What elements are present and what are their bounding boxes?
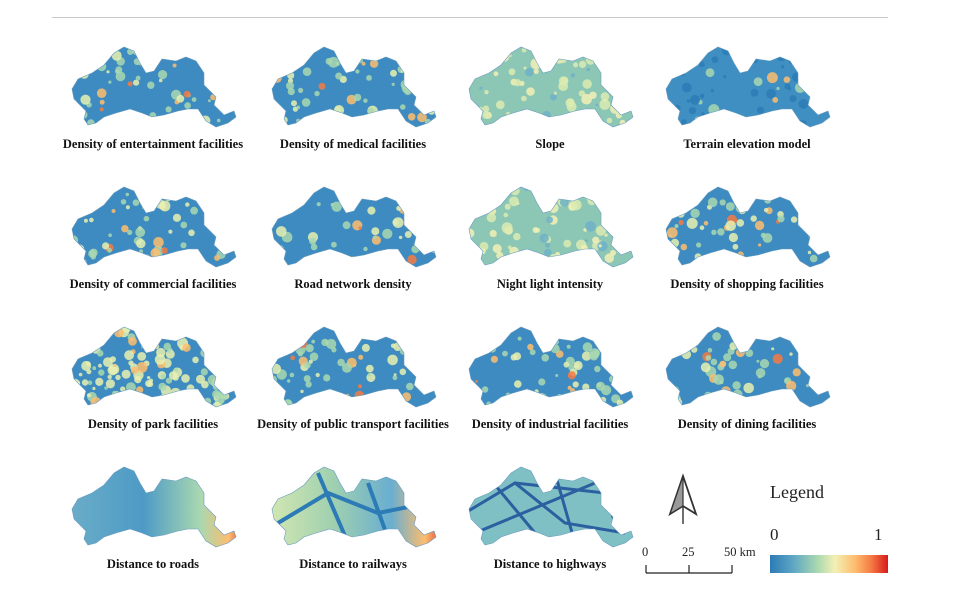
region-map	[71, 466, 237, 548]
map-panel: Distance to highways	[455, 453, 645, 583]
map-caption: Density of public transport facilities	[257, 417, 449, 431]
map-panel: Density of park facilities	[58, 313, 248, 443]
map-caption: Density of entertainment facilities	[62, 137, 244, 151]
region-map	[468, 466, 634, 548]
map-panel: Night light intensity	[455, 173, 645, 303]
map-panel: Slope	[455, 33, 645, 163]
map-caption: Distance to railways	[299, 557, 407, 571]
region-map	[665, 46, 831, 128]
map-caption: Night light intensity	[496, 277, 604, 291]
region-map	[271, 326, 437, 408]
map-caption: Road network density	[294, 277, 412, 291]
map-panel: Density of commercial facilities	[58, 173, 248, 303]
top-divider	[52, 17, 888, 18]
legend-colorbar	[770, 555, 888, 573]
map-caption: Density of medical facilities	[279, 137, 427, 151]
scale-bar: 0 25 50 km	[640, 545, 760, 577]
map-fill	[666, 47, 830, 127]
region-map	[468, 186, 634, 268]
legend-min-label: 0	[770, 525, 779, 544]
map-panel: Road network density	[258, 173, 448, 303]
map-caption: Density of shopping facilities	[670, 277, 824, 291]
map-panel: Distance to roads	[58, 453, 248, 583]
map-fill	[469, 47, 633, 127]
region-map	[71, 186, 237, 268]
map-panel: Density of dining facilities	[652, 313, 842, 443]
legend-max-label: 1	[874, 525, 883, 544]
region-map	[271, 46, 437, 128]
map-panel: Density of medical facilities	[258, 33, 448, 163]
scale-label-50: 50 km	[724, 545, 756, 559]
north-arrow-icon	[663, 472, 703, 528]
map-panel: Distance to railways	[258, 453, 448, 583]
region-map	[71, 326, 237, 408]
map-panel: Density of public transport facilities	[257, 313, 449, 443]
map-panel: Density of entertainment facilities	[58, 33, 248, 163]
map-caption: Density of park facilities	[87, 417, 219, 431]
region-map	[271, 186, 437, 268]
map-panel: Terrain elevation model	[652, 33, 842, 163]
map-caption: Slope	[535, 137, 565, 151]
legend-title: Legend	[770, 482, 824, 502]
region-map	[468, 326, 634, 408]
region-map	[665, 326, 831, 408]
map-caption: Distance to roads	[106, 557, 200, 571]
scale-label-0: 0	[642, 545, 649, 559]
map-caption: Density of dining facilities	[677, 417, 817, 431]
map-caption: Density of commercial facilities	[69, 277, 237, 291]
map-caption: Distance to highways	[493, 557, 607, 571]
map-panel: Density of industrial facilities	[455, 313, 645, 443]
map-caption: Terrain elevation model	[683, 137, 811, 151]
region-map	[271, 466, 437, 548]
map-fill	[72, 467, 236, 547]
region-map	[665, 186, 831, 268]
scale-label-25: 25	[682, 545, 695, 559]
region-map	[71, 46, 237, 128]
map-panel: Density of shopping facilities	[652, 173, 842, 303]
map-caption: Density of industrial facilities	[471, 417, 629, 431]
region-map	[468, 46, 634, 128]
